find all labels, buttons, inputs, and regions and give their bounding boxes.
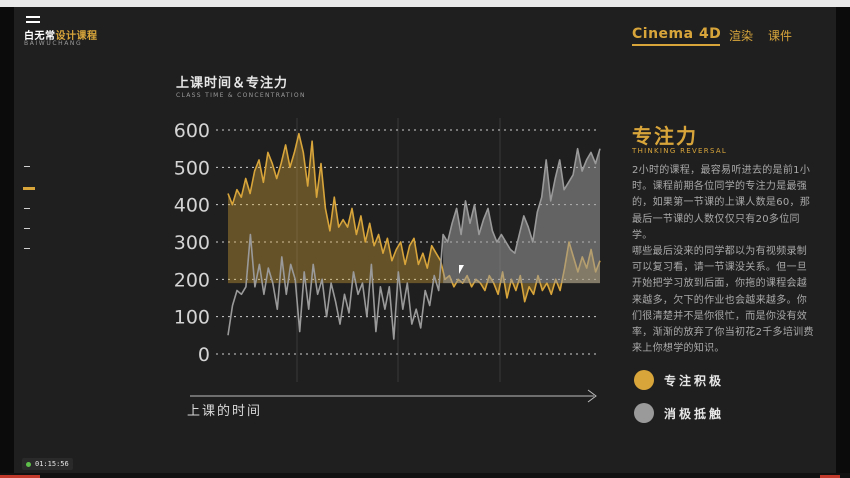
legend-item-positive: 专注积极	[634, 370, 724, 390]
recording-dot-icon	[26, 461, 31, 467]
x-axis-label: 上课的时间	[187, 404, 263, 419]
slide-nav-item-4[interactable]	[24, 228, 30, 229]
series-area-positive	[228, 133, 600, 302]
chart-title: 上课时间＆专注力	[176, 76, 289, 91]
legend-swatch-negative	[634, 403, 654, 423]
brand-pinyin: BAIWUCHANG	[24, 40, 83, 47]
progress-marker	[820, 475, 840, 478]
tag-courseware: 课件	[768, 29, 793, 43]
slide-frame	[14, 7, 836, 473]
y-tick-label: 300	[174, 232, 210, 254]
slide-nav-item-2-active[interactable]	[23, 187, 35, 190]
legend-label-positive: 专注积极	[664, 373, 725, 388]
progress-fill	[0, 475, 40, 478]
course-title-underline	[632, 44, 720, 46]
concentration-chart: 600 500 400 300 200 100 0	[174, 118, 601, 403]
y-tick-label: 200	[174, 269, 210, 291]
course-title: Cinema 4D	[632, 26, 722, 42]
mouse-cursor-icon	[459, 265, 464, 274]
slide-nav-item-5[interactable]	[24, 248, 30, 249]
y-tick-label: 100	[174, 307, 210, 329]
x-axis-arrow-icon	[587, 389, 597, 403]
legend-label-negative: 消极抵触	[664, 406, 725, 421]
tag-render: 渲染	[729, 29, 754, 43]
progress-bar[interactable]	[0, 473, 850, 478]
legend-swatch-positive	[634, 370, 654, 390]
slide-nav-item-3[interactable]	[24, 208, 30, 209]
legend-item-negative: 消极抵触	[634, 403, 724, 423]
window-top-bar	[0, 0, 850, 7]
brand-name-white: 白无常	[24, 31, 56, 42]
brand-logo: 白无常设计课程	[24, 27, 98, 42]
slide-nav-item-1[interactable]	[24, 166, 30, 167]
y-tick-label: 500	[174, 157, 210, 179]
menu-icon[interactable]	[26, 16, 40, 24]
panel-body: 2小时的课程，最容易听进去的是前1小时。课程前期各位同学的专注力是最强的，如果第…	[632, 165, 814, 355]
y-tick-label: 400	[174, 195, 210, 217]
playback-timer: 01:15:56	[22, 458, 73, 470]
panel-subtitle: THINKING REVERSAL	[632, 147, 728, 155]
brand-name-accent: 设计课程	[55, 31, 98, 42]
timer-value: 01:15:56	[35, 460, 69, 468]
chart-subtitle: CLASS TIME & CONCENTRATION	[176, 92, 306, 99]
series-area-negative	[443, 148, 600, 284]
y-tick-label: 0	[198, 344, 210, 366]
y-tick-label: 600	[174, 120, 210, 142]
panel-title: 专注力	[632, 124, 698, 148]
